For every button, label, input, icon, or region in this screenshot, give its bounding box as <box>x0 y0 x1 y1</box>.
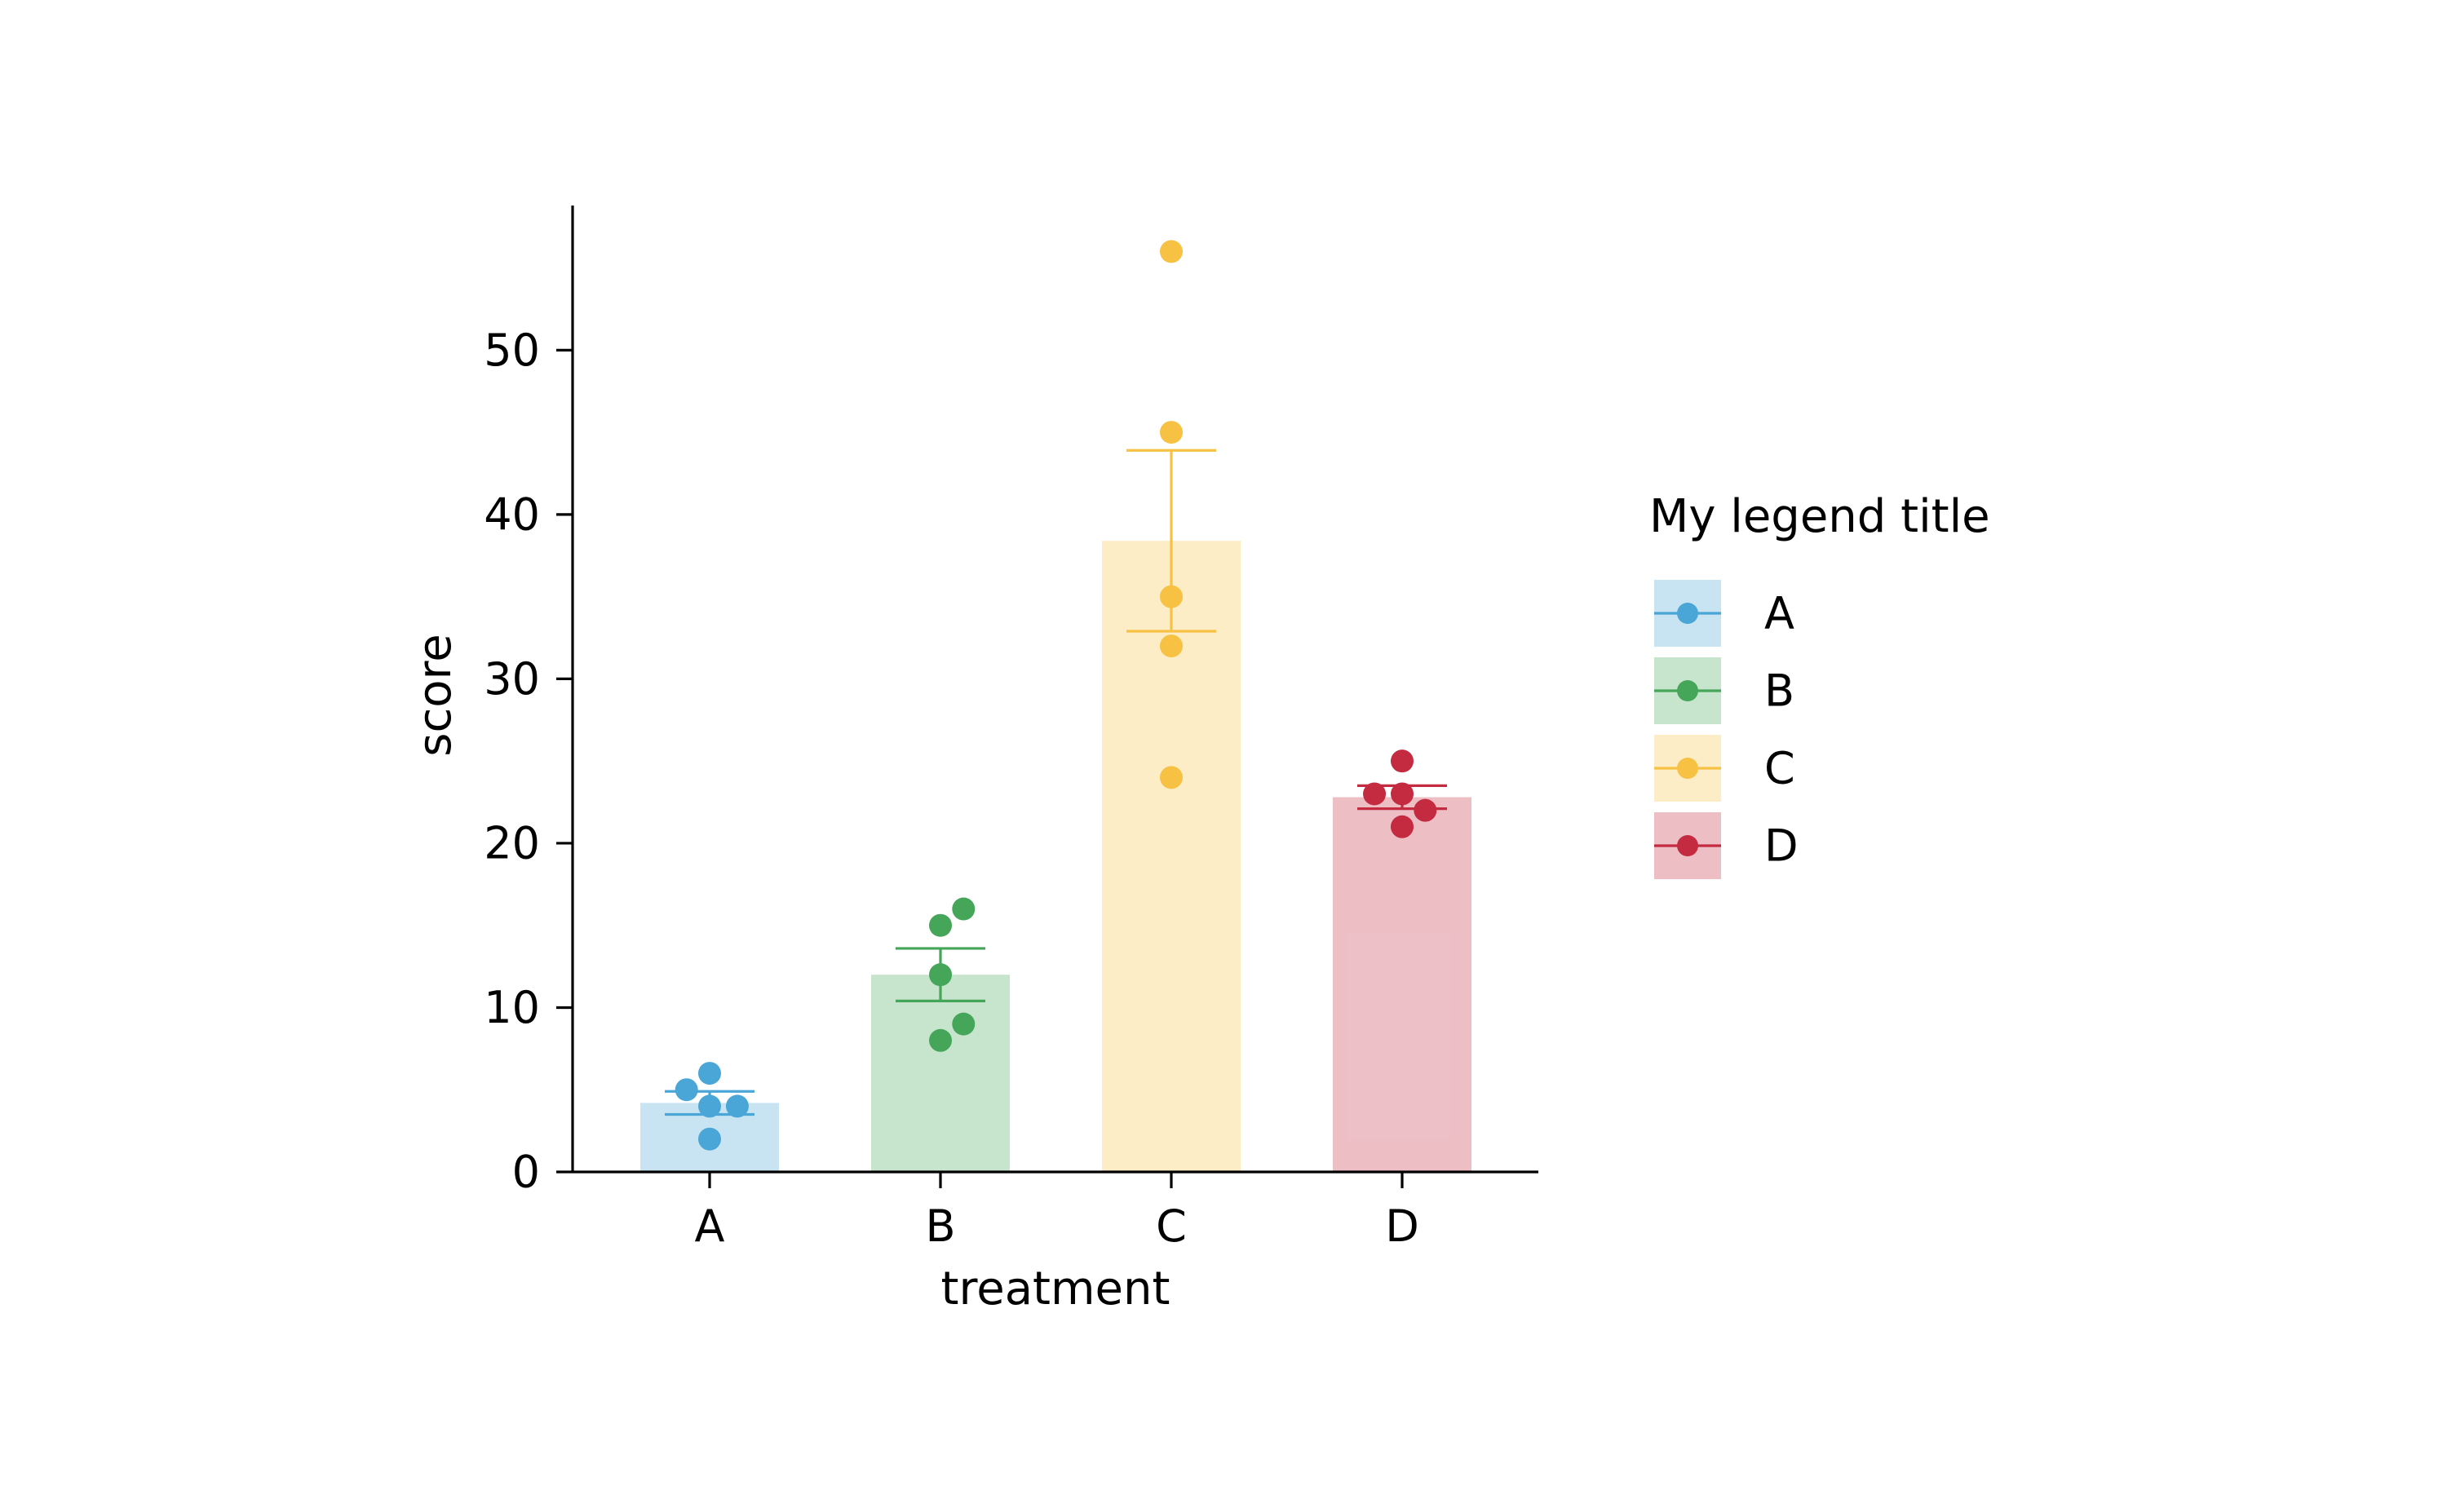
point-A-1 <box>698 1062 721 1085</box>
point-D-5 <box>1391 815 1414 838</box>
y-tick-label-10: 10 <box>484 982 540 1033</box>
point-D-2 <box>1363 782 1387 806</box>
point-C-5 <box>1160 766 1183 789</box>
y-tick-label-0: 0 <box>512 1147 540 1198</box>
y-tick-label-30: 30 <box>484 653 540 705</box>
x-axis: A B C D <box>573 1170 1538 1252</box>
point-A-3 <box>698 1094 721 1118</box>
x-tick-label-B: B <box>925 1200 955 1252</box>
point-C-4 <box>1160 634 1183 658</box>
point-B-5 <box>929 1028 952 1052</box>
plot-area <box>640 240 1471 1172</box>
point-B-3 <box>929 963 952 987</box>
bars <box>640 541 1471 1172</box>
y-tick-label-40: 40 <box>484 489 540 540</box>
point-C-3 <box>1160 585 1183 608</box>
y-axis-title: score <box>409 634 462 756</box>
y-tick-label-20: 20 <box>484 817 540 869</box>
bar-B <box>871 975 1010 1172</box>
y-axis: 0 10 20 30 40 50 <box>484 206 574 1198</box>
x-tick-label-D: D <box>1385 1200 1419 1252</box>
data-points <box>675 240 1437 1151</box>
x-tick-label-C: C <box>1156 1200 1187 1252</box>
point-D-4 <box>1414 798 1437 822</box>
legend-item-A: A <box>1654 580 1794 647</box>
point-C-1 <box>1160 240 1183 263</box>
legend-item-B: B <box>1654 657 1794 724</box>
bar-D <box>1333 797 1471 1172</box>
legend-label-B: B <box>1764 665 1794 717</box>
legend-label-D: D <box>1764 820 1799 872</box>
legend-label-C: C <box>1764 743 1795 794</box>
point-A-5 <box>698 1127 721 1151</box>
point-D-1 <box>1391 749 1414 773</box>
x-tick-label-A: A <box>695 1200 725 1252</box>
legend-label-A: A <box>1764 588 1794 639</box>
point-B-4 <box>952 1012 976 1036</box>
error-bars <box>665 449 1447 1116</box>
point-A-2 <box>675 1078 698 1102</box>
legend-item-C: C <box>1654 735 1795 802</box>
point-A-4 <box>725 1094 749 1118</box>
point-B-1 <box>952 897 976 921</box>
point-B-2 <box>929 913 952 937</box>
x-axis-title: treatment <box>941 1262 1170 1315</box>
point-D-3 <box>1391 782 1414 806</box>
legend-item-D: D <box>1654 812 1799 879</box>
y-tick-label-50: 50 <box>484 325 540 376</box>
legend-title: My legend title <box>1649 490 1990 543</box>
point-C-2 <box>1160 421 1183 444</box>
